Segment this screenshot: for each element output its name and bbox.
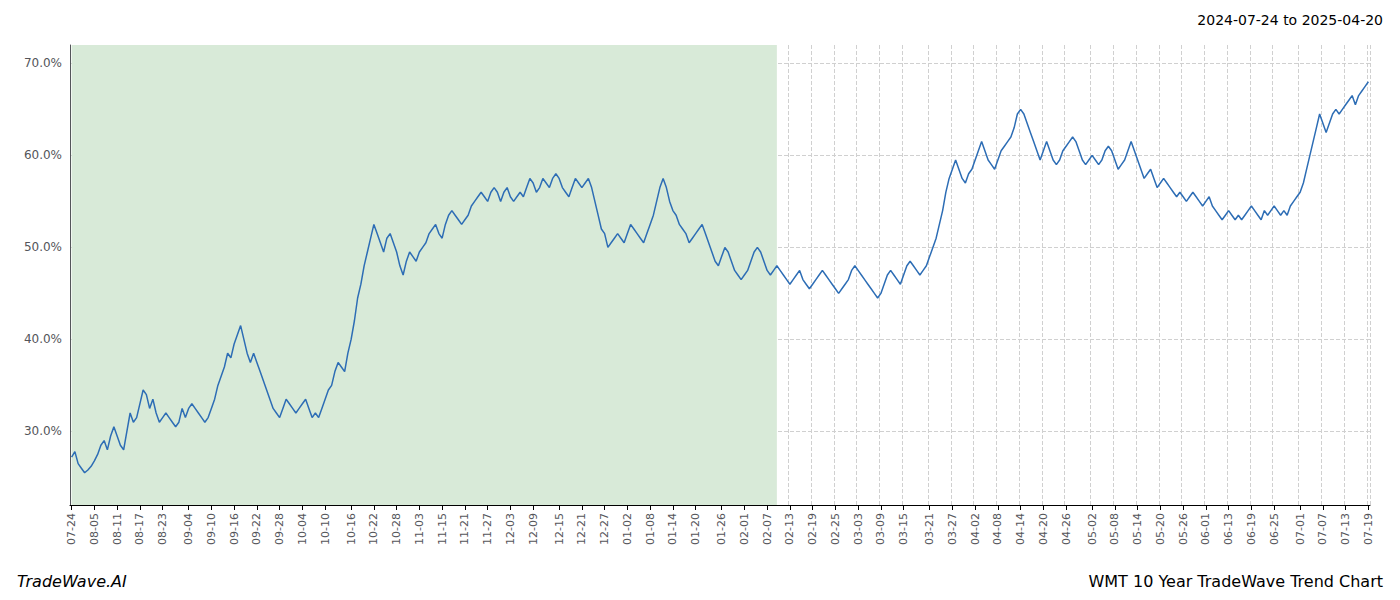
- svg-text:02-25: 02-25: [829, 513, 842, 545]
- svg-text:50.0%: 50.0%: [24, 240, 62, 254]
- svg-text:11-27: 11-27: [481, 513, 494, 545]
- svg-text:08-23: 08-23: [156, 513, 169, 545]
- svg-text:08-05: 08-05: [88, 513, 101, 545]
- svg-text:02-19: 02-19: [806, 513, 819, 545]
- svg-text:01-26: 01-26: [715, 513, 728, 545]
- svg-text:60.0%: 60.0%: [24, 148, 62, 162]
- svg-text:2024-07-24 to 2025-04-20: 2024-07-24 to 2025-04-20: [1197, 12, 1383, 28]
- svg-text:03-03: 03-03: [852, 513, 865, 545]
- svg-text:04-08: 04-08: [991, 513, 1004, 545]
- svg-text:02-13: 02-13: [783, 513, 796, 545]
- svg-text:05-20: 05-20: [1154, 513, 1167, 545]
- svg-text:09-22: 09-22: [250, 513, 263, 545]
- svg-text:10-22: 10-22: [367, 513, 380, 545]
- svg-text:07-01: 07-01: [1294, 513, 1307, 545]
- svg-text:11-03: 11-03: [413, 513, 426, 545]
- svg-text:10-28: 10-28: [390, 513, 403, 545]
- svg-text:03-15: 03-15: [897, 513, 910, 545]
- svg-text:09-04: 09-04: [182, 513, 195, 545]
- svg-text:12-21: 12-21: [575, 513, 588, 545]
- svg-text:04-26: 04-26: [1060, 513, 1073, 545]
- svg-text:TradeWave.AI: TradeWave.AI: [17, 572, 127, 591]
- svg-text:04-20: 04-20: [1037, 513, 1050, 545]
- svg-text:07-24: 07-24: [65, 513, 78, 545]
- svg-text:07-13: 07-13: [1339, 513, 1352, 545]
- svg-text:06-13: 06-13: [1222, 513, 1235, 545]
- svg-text:40.0%: 40.0%: [24, 332, 62, 346]
- svg-text:12-09: 12-09: [527, 513, 540, 545]
- svg-text:11-21: 11-21: [458, 513, 471, 545]
- svg-text:03-09: 03-09: [874, 513, 887, 545]
- svg-text:10-04: 10-04: [296, 513, 309, 545]
- svg-text:09-10: 09-10: [205, 513, 218, 545]
- svg-text:12-03: 12-03: [504, 513, 517, 545]
- svg-text:04-14: 04-14: [1014, 513, 1027, 545]
- svg-text:10-16: 10-16: [345, 513, 358, 545]
- svg-text:07-07: 07-07: [1316, 513, 1329, 545]
- svg-text:08-17: 08-17: [133, 513, 146, 545]
- svg-text:01-20: 01-20: [689, 513, 702, 545]
- svg-text:07-19: 07-19: [1362, 513, 1375, 545]
- svg-text:02-07: 02-07: [761, 513, 774, 545]
- svg-text:03-21: 03-21: [923, 513, 936, 545]
- svg-text:09-28: 09-28: [273, 513, 286, 545]
- svg-text:01-02: 01-02: [621, 513, 634, 545]
- svg-text:10-10: 10-10: [319, 513, 332, 545]
- svg-text:06-01: 06-01: [1199, 513, 1212, 545]
- svg-text:02-01: 02-01: [738, 513, 751, 545]
- svg-text:05-02: 05-02: [1086, 513, 1099, 545]
- svg-text:05-08: 05-08: [1108, 513, 1121, 545]
- svg-text:09-16: 09-16: [228, 513, 241, 545]
- svg-text:30.0%: 30.0%: [24, 424, 62, 438]
- svg-text:06-25: 06-25: [1268, 513, 1281, 545]
- svg-text:05-14: 05-14: [1131, 513, 1144, 545]
- svg-text:WMT 10 Year TradeWave Trend Ch: WMT 10 Year TradeWave Trend Chart: [1088, 572, 1383, 591]
- svg-text:03-27: 03-27: [946, 513, 959, 545]
- svg-text:06-19: 06-19: [1245, 513, 1258, 545]
- svg-text:04-02: 04-02: [969, 513, 982, 545]
- svg-text:01-08: 01-08: [644, 513, 657, 545]
- svg-text:05-26: 05-26: [1177, 513, 1190, 545]
- svg-text:11-15: 11-15: [436, 513, 449, 545]
- svg-text:70.0%: 70.0%: [24, 56, 62, 70]
- svg-text:08-11: 08-11: [111, 513, 124, 545]
- svg-text:12-15: 12-15: [553, 513, 566, 545]
- svg-text:01-14: 01-14: [666, 513, 679, 545]
- svg-text:12-27: 12-27: [598, 513, 611, 545]
